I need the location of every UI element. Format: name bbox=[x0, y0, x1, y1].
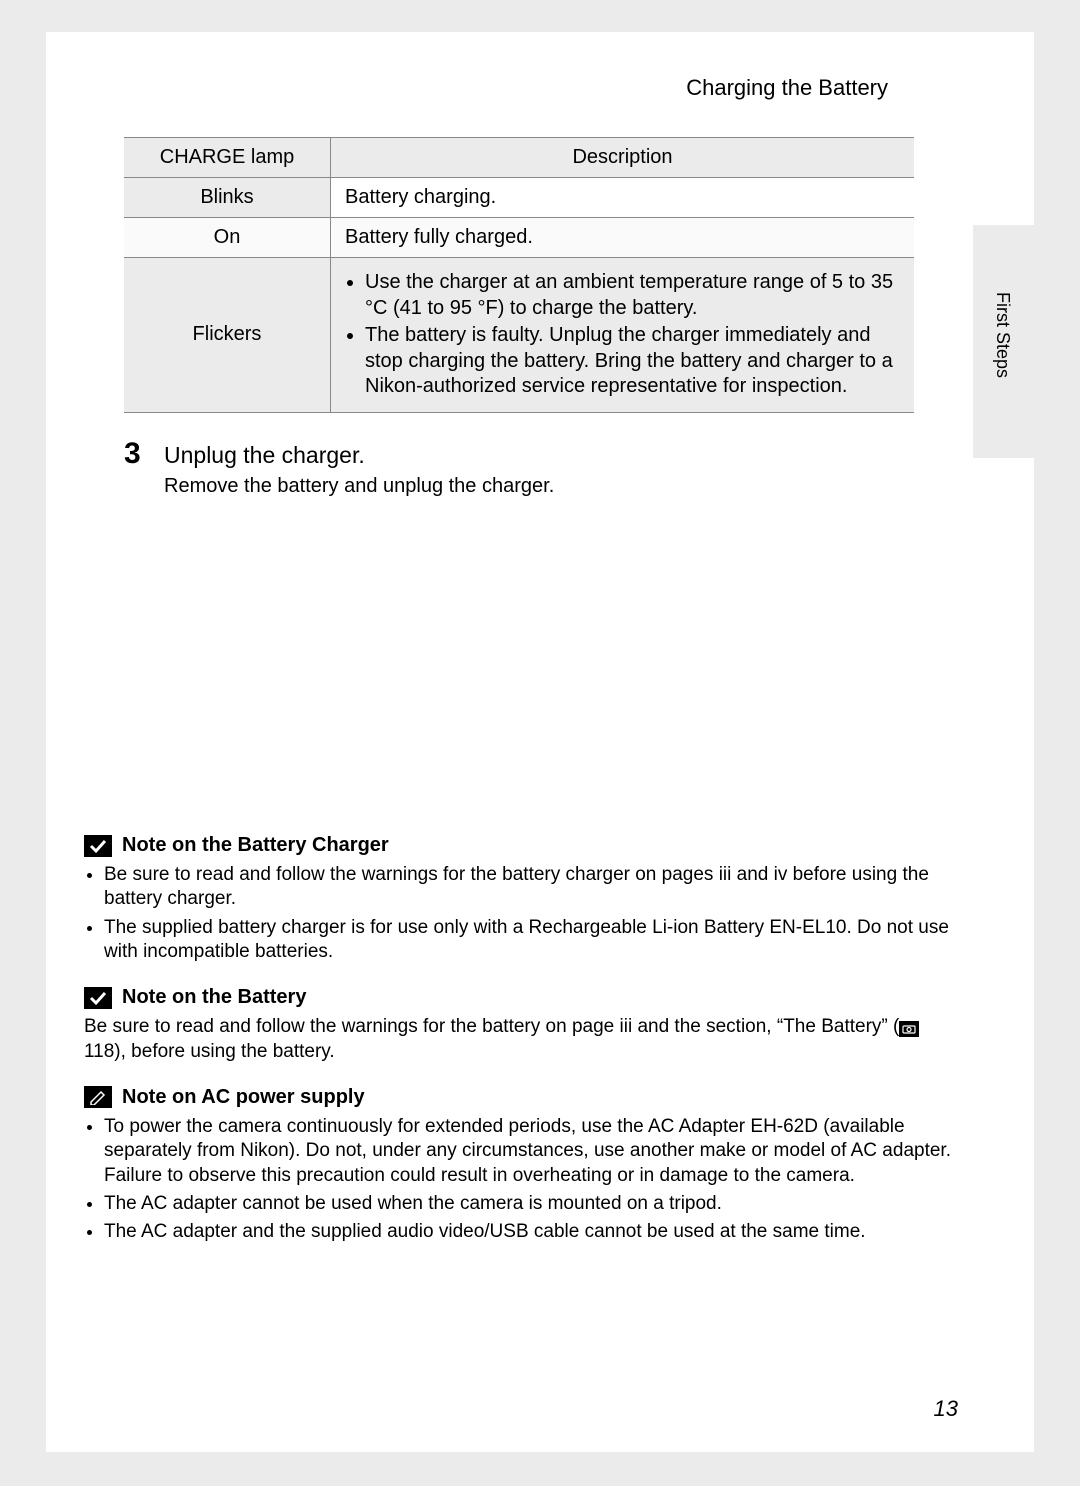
note-heading: Note on AC power supply bbox=[84, 1086, 958, 1109]
note-text-before: Be sure to read and follow the warnings … bbox=[84, 1016, 899, 1037]
table-row: Blinks Battery charging. bbox=[124, 178, 914, 218]
note-title: Note on AC power supply bbox=[122, 1086, 365, 1109]
note-bullet: The supplied battery charger is for use … bbox=[104, 916, 958, 965]
main-content: CHARGE lamp Description Blinks Battery c… bbox=[124, 137, 914, 498]
table-row: Flickers Use the charger at an ambient t… bbox=[124, 258, 914, 413]
step-text: Remove the battery and unplug the charge… bbox=[164, 475, 914, 498]
camera-ref-icon bbox=[899, 1021, 919, 1037]
note-title: Note on the Battery Charger bbox=[122, 834, 389, 857]
lamp-cell: On bbox=[124, 218, 331, 258]
note-heading: Note on the Battery bbox=[84, 986, 958, 1009]
desc-bullet: Use the charger at an ambient temperatur… bbox=[365, 270, 900, 321]
note-heading: Note on the Battery Charger bbox=[84, 834, 958, 857]
note-bullet: The AC adapter cannot be used when the c… bbox=[104, 1192, 958, 1216]
check-icon bbox=[84, 835, 112, 857]
notes-section: Note on the Battery Charger Be sure to r… bbox=[84, 812, 958, 1248]
lamp-cell: Flickers bbox=[124, 258, 331, 413]
table-header-row: CHARGE lamp Description bbox=[124, 138, 914, 178]
charge-lamp-table: CHARGE lamp Description Blinks Battery c… bbox=[124, 137, 914, 413]
step-title: Unplug the charger. bbox=[164, 442, 914, 469]
desc-cell: Use the charger at an ambient temperatur… bbox=[331, 258, 915, 413]
lamp-cell: Blinks bbox=[124, 178, 331, 218]
side-tab-label: First Steps bbox=[992, 292, 1013, 378]
step-block: 3 Unplug the charger. Remove the battery… bbox=[124, 437, 914, 498]
check-icon bbox=[84, 987, 112, 1009]
note-title: Note on the Battery bbox=[122, 986, 306, 1009]
note-body: Be sure to read and follow the warnings … bbox=[84, 1015, 958, 1064]
page-header-title: Charging the Battery bbox=[686, 75, 888, 101]
note-ref: 118 bbox=[84, 1041, 114, 1062]
note-body: Be sure to read and follow the warnings … bbox=[84, 863, 958, 964]
note-bullet: The AC adapter and the supplied audio vi… bbox=[104, 1220, 958, 1244]
note-bullet: To power the camera continuously for ext… bbox=[104, 1115, 958, 1188]
page-number: 13 bbox=[934, 1396, 958, 1422]
desc-cell: Battery fully charged. bbox=[331, 218, 915, 258]
pencil-icon bbox=[84, 1086, 112, 1108]
manual-page: Charging the Battery First Steps CHARGE … bbox=[46, 32, 1034, 1452]
table-row: On Battery fully charged. bbox=[124, 218, 914, 258]
note-body: To power the camera continuously for ext… bbox=[84, 1115, 958, 1245]
desc-bullet: The battery is faulty. Unplug the charge… bbox=[365, 323, 900, 400]
step-number: 3 bbox=[124, 437, 164, 471]
note-bullet: Be sure to read and follow the warnings … bbox=[104, 863, 958, 912]
step-body: Unplug the charger. Remove the battery a… bbox=[164, 442, 914, 498]
table-header-desc: Description bbox=[331, 138, 915, 178]
desc-cell: Battery charging. bbox=[331, 178, 915, 218]
note-text-after: ), before using the battery. bbox=[114, 1041, 334, 1062]
table-header-lamp: CHARGE lamp bbox=[124, 138, 331, 178]
